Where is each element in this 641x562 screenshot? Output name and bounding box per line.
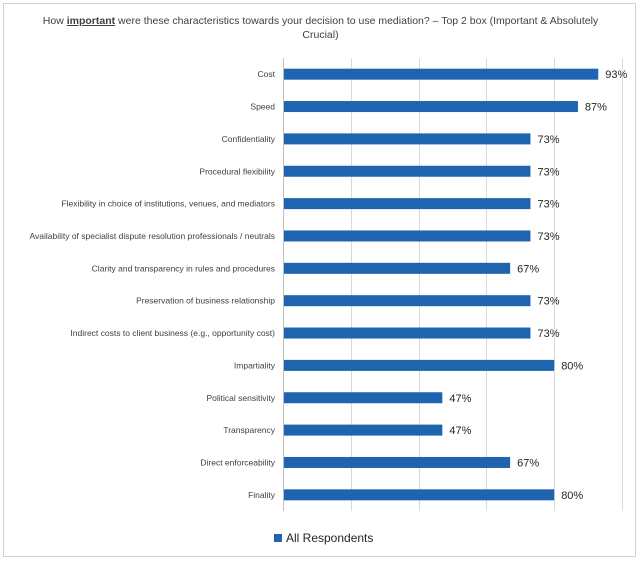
data-label: 73% — [537, 134, 559, 146]
bar — [283, 198, 531, 210]
bar — [283, 133, 531, 145]
data-label: 80% — [561, 490, 583, 502]
category-label: Confidentiality — [222, 134, 276, 144]
bar — [283, 456, 511, 468]
category-label: Clarity and transparency in rules and pr… — [92, 263, 275, 273]
category-label: Speed — [250, 102, 275, 112]
data-label: 73% — [537, 296, 559, 308]
category-label: Preservation of business relationship — [136, 296, 275, 306]
data-label: 47% — [449, 393, 471, 405]
legend: All Respondents — [274, 531, 373, 545]
data-label: 80% — [561, 360, 583, 372]
data-label: 93% — [605, 69, 627, 81]
category-label: Cost — [258, 69, 276, 79]
bar — [283, 489, 555, 501]
category-label: Availability of specialist dispute resol… — [29, 231, 275, 241]
bar — [283, 101, 578, 113]
legend-swatch — [274, 534, 282, 542]
data-label: 73% — [537, 231, 559, 243]
bar — [283, 392, 443, 404]
data-label: 73% — [537, 328, 559, 340]
category-label: Flexibility in choice of institutions, v… — [61, 199, 275, 209]
category-label: Direct enforceability — [200, 457, 275, 467]
bar — [283, 424, 443, 436]
data-label: 47% — [449, 425, 471, 437]
chart-title-emphasis: important — [66, 15, 116, 27]
bar — [283, 68, 599, 80]
data-label: 73% — [537, 199, 559, 211]
category-label: Impartiality — [234, 360, 276, 370]
category-label: Indirect costs to client business (e.g.,… — [70, 328, 275, 338]
category-label: Procedural flexibility — [199, 166, 275, 176]
legend-label: All Respondents — [286, 531, 374, 545]
bar — [283, 165, 531, 177]
category-label: Transparency — [223, 425, 275, 435]
category-label: Political sensitivity — [207, 393, 276, 403]
category-label: Finality — [248, 490, 276, 500]
bar — [283, 359, 555, 371]
bar — [283, 295, 531, 307]
bar — [283, 262, 511, 274]
chart-title: How important were these characteristics… — [42, 15, 599, 41]
data-label: 67% — [517, 263, 539, 275]
data-label: 73% — [537, 166, 559, 178]
bar — [283, 230, 531, 242]
data-label: 67% — [517, 457, 539, 469]
bar — [283, 327, 531, 339]
data-label: 87% — [585, 102, 607, 114]
